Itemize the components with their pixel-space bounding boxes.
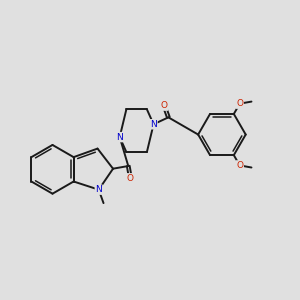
Text: O: O <box>236 161 243 170</box>
Text: O: O <box>127 174 134 183</box>
Text: O: O <box>160 101 168 110</box>
Text: O: O <box>236 99 243 108</box>
Text: N: N <box>116 133 123 142</box>
Text: N: N <box>150 120 157 129</box>
Text: N: N <box>95 185 102 194</box>
